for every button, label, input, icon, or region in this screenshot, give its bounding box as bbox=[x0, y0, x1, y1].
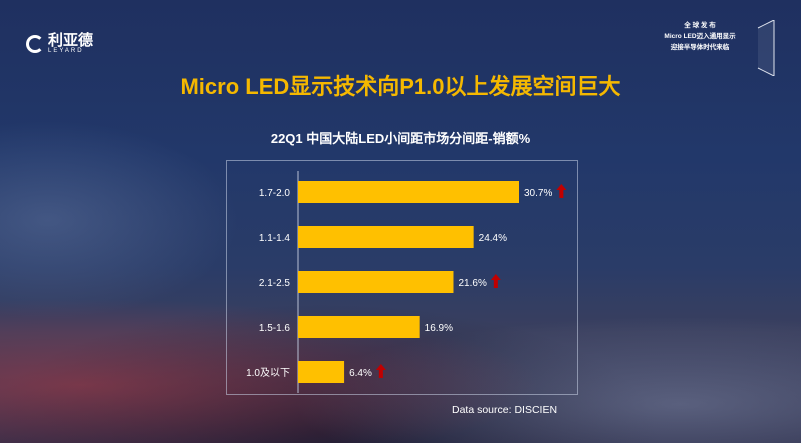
category-label: 1.5-1.6 bbox=[259, 323, 291, 334]
data-source: Data source: DISCIEN bbox=[452, 404, 558, 416]
bracket-icon bbox=[757, 20, 775, 76]
page-title: Micro LED显示技术向P1.0以上发展空间巨大 bbox=[180, 74, 621, 99]
chart-frame: 1.7-2.0 30.7% 1.1-1.4 24.4% 2.1-2.5 21.6% 1.5-… bbox=[226, 160, 578, 395]
data-label: 24.4% bbox=[479, 233, 507, 244]
release-badge: 全 球 发 布 Micro LED迈入通用显示 迎接半导体时代来临 bbox=[640, 20, 775, 76]
logo-cn: 利亚德 bbox=[48, 32, 94, 49]
logo: 利亚德 LEYARD bbox=[26, 33, 93, 55]
data-label: 30.7% bbox=[524, 188, 552, 199]
bar bbox=[298, 361, 345, 383]
bar bbox=[298, 181, 519, 203]
bar bbox=[298, 271, 454, 293]
up-arrow-icon bbox=[490, 274, 501, 288]
logo-mark-icon bbox=[26, 35, 44, 53]
bar bbox=[298, 226, 474, 248]
logo-en: LEYARD bbox=[48, 48, 84, 54]
category-label: 2.1-2.5 bbox=[259, 278, 291, 289]
badge-line: 全 球 发 布 bbox=[684, 22, 716, 29]
category-label: 1.1-1.4 bbox=[259, 233, 291, 244]
bar bbox=[298, 316, 420, 338]
chart-title: 22Q1 中国大陆LED小间距市场分间距-销额% bbox=[270, 131, 531, 146]
up-arrow-icon bbox=[556, 184, 567, 198]
data-label: 6.4% bbox=[349, 368, 372, 379]
data-label: 16.9% bbox=[425, 323, 453, 334]
category-label: 1.7-2.0 bbox=[259, 188, 291, 199]
up-arrow-icon bbox=[375, 364, 386, 378]
data-label: 21.6% bbox=[458, 278, 486, 289]
badge-line: Micro LED迈入通用显示 bbox=[664, 33, 736, 40]
badge-line: 迎接半导体时代来临 bbox=[670, 44, 730, 51]
category-label: 1.0及以下 bbox=[246, 367, 290, 379]
bar-chart: 1.7-2.0 30.7% 1.1-1.4 24.4% 2.1-2.5 21.6% 1.5-… bbox=[246, 171, 567, 393]
